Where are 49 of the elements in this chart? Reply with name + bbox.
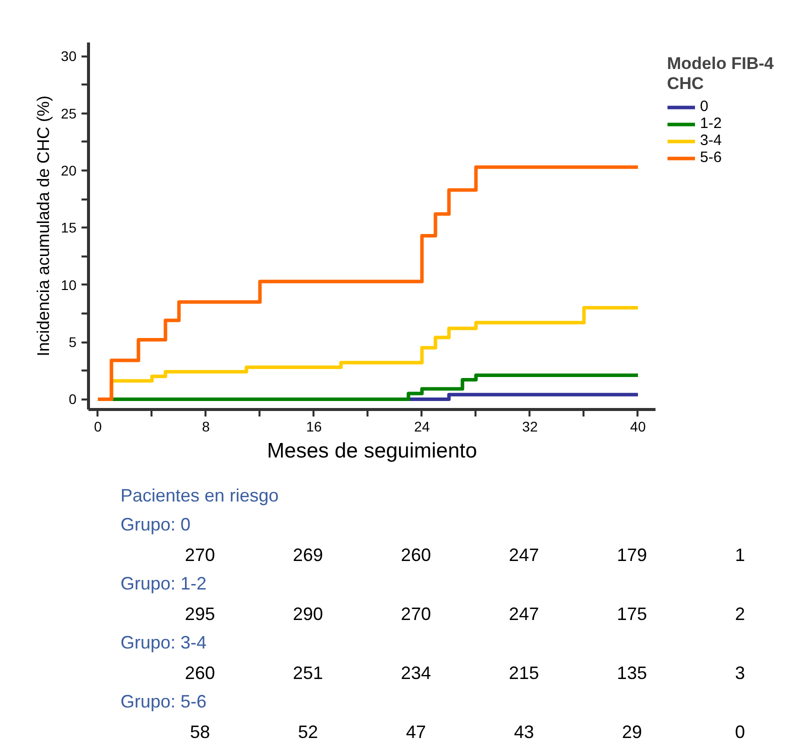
text: 47 (406, 722, 426, 740)
text: 295 (184, 604, 215, 624)
y-tick-label: 10 (60, 276, 77, 293)
x-tick-label: 24 (414, 418, 430, 434)
text: 247 (508, 604, 539, 624)
text: Grupo: 5-6 (120, 692, 207, 712)
text: 270 (184, 545, 215, 565)
text: 0 (734, 722, 745, 740)
text: 3 (734, 663, 745, 683)
legend-label: 5-6 (700, 149, 722, 166)
text: 247 (508, 545, 539, 565)
text: 52 (298, 722, 318, 740)
x-tick-label: 8 (202, 418, 210, 434)
text: Grupo: 3-4 (120, 632, 207, 652)
y-tick-label: 15 (60, 220, 77, 236)
x-tick-label: 16 (306, 418, 322, 434)
legend-label: 0 (700, 98, 710, 115)
x-tick-label: 40 (630, 418, 646, 434)
text: Grupo: 0 (120, 514, 191, 534)
text: Grupo: 1-2 (120, 574, 207, 594)
legend-label: 1-2 (700, 115, 722, 132)
y-tick-label: 5 (68, 334, 77, 350)
text: 29 (622, 722, 642, 740)
legend-label: 3-4 (700, 132, 722, 149)
text: Pacientes en riesgo (120, 486, 279, 506)
text: 251 (292, 663, 323, 683)
text: 270 (400, 604, 431, 624)
text: 179 (616, 545, 647, 565)
legend-title: Modelo FIB-4 CHC (667, 54, 774, 94)
text: 234 (400, 663, 431, 683)
text: 1 (734, 545, 745, 565)
x-tick-label: 0 (94, 418, 102, 434)
y-tick-label: 0 (68, 391, 77, 408)
text: 2 (734, 604, 745, 624)
text: 215 (508, 663, 539, 683)
x-axis-title: Meses de seguimiento (266, 440, 478, 462)
x-tick-label: 32 (522, 418, 538, 434)
y-tick-label: 30 (60, 48, 77, 64)
text: 269 (292, 545, 323, 565)
text: 175 (616, 604, 647, 624)
text: 135 (616, 663, 647, 683)
y-tick-label: 25 (60, 105, 77, 122)
y-tick-label: 20 (60, 162, 77, 179)
y-axis-title: Incidencia acumulada de CHC (%) (34, 96, 53, 356)
text: 290 (292, 604, 323, 624)
text: 260 (184, 663, 215, 683)
text: 43 (514, 722, 534, 740)
text: 58 (190, 722, 210, 740)
text: 260 (400, 545, 431, 565)
